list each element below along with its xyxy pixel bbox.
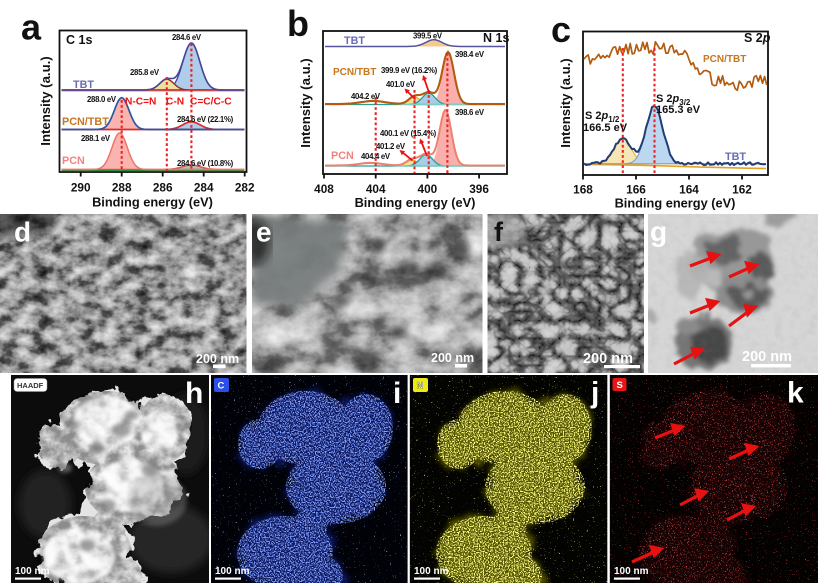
svg-text:Binding energy (eV): Binding energy (eV) (92, 195, 213, 210)
svg-text:j: j (590, 377, 599, 410)
svg-text:k: k (787, 377, 804, 410)
svg-text:404: 404 (366, 182, 386, 196)
svg-text:288.0 eV: 288.0 eV (87, 95, 117, 104)
svg-text:g: g (650, 216, 667, 247)
svg-text:398.4 eV: 398.4 eV (455, 50, 485, 59)
svg-text:200 nm: 200 nm (583, 351, 633, 367)
svg-text:399.5 eV: 399.5 eV (413, 32, 443, 41)
svg-text:165.3 eV: 165.3 eV (656, 104, 701, 116)
svg-text:401.2 eV: 401.2 eV (376, 142, 406, 151)
svg-text:f: f (494, 217, 504, 247)
svg-text:290: 290 (71, 181, 91, 195)
svg-text:HAADF: HAADF (17, 381, 44, 390)
svg-text:C: C (218, 381, 225, 392)
svg-text:PCN: PCN (62, 155, 85, 167)
svg-text:S 2p: S 2p (744, 31, 771, 45)
svg-text:404.4 eV: 404.4 eV (361, 152, 391, 161)
svg-text:b: b (287, 3, 309, 44)
svg-text:166: 166 (626, 183, 646, 197)
svg-text:200 nm: 200 nm (742, 349, 792, 365)
svg-text:100 nm: 100 nm (15, 566, 50, 577)
svg-text:400.1 eV (15.4%): 400.1 eV (15.4%) (380, 129, 437, 138)
svg-text:PCN/TBT: PCN/TBT (333, 67, 376, 78)
svg-text:408: 408 (314, 182, 334, 196)
svg-text:i: i (393, 377, 401, 410)
svg-text:TBT: TBT (344, 35, 365, 47)
svg-text:d: d (14, 217, 31, 248)
svg-text:285.8 eV: 285.8 eV (130, 68, 160, 77)
svg-text:100 nm: 100 nm (614, 566, 649, 577)
svg-text:164: 164 (679, 183, 699, 197)
svg-text:284.6 eV (22.1%): 284.6 eV (22.1%) (177, 115, 234, 124)
svg-text:PCN: PCN (331, 150, 354, 162)
svg-text:288.1 eV: 288.1 eV (81, 134, 111, 143)
svg-text:200 nm: 200 nm (431, 351, 474, 365)
svg-text:162: 162 (732, 183, 752, 197)
svg-text:Intensity (a.u.): Intensity (a.u.) (558, 58, 573, 147)
svg-text:398.6 eV: 398.6 eV (455, 108, 485, 117)
svg-text:100 nm: 100 nm (215, 566, 250, 577)
svg-text:284: 284 (194, 181, 214, 195)
svg-text:TBT: TBT (73, 79, 94, 91)
svg-text:C-N: C-N (166, 97, 184, 108)
svg-text:C 1s: C 1s (66, 33, 92, 47)
svg-text:400: 400 (418, 182, 438, 196)
svg-text:Intensity (a.u.): Intensity (a.u.) (298, 58, 313, 147)
svg-text:166.5 eV: 166.5 eV (583, 122, 628, 134)
svg-text:288: 288 (112, 181, 132, 195)
svg-text:286: 286 (153, 181, 173, 195)
svg-text:N: N (417, 381, 424, 392)
svg-text:S: S (617, 380, 623, 391)
svg-text:c: c (551, 9, 571, 50)
svg-text:401.0 eV: 401.0 eV (386, 80, 416, 89)
svg-text:284.6 eV (10.8%): 284.6 eV (10.8%) (177, 159, 234, 168)
svg-text:Binding energy (eV): Binding energy (eV) (615, 196, 736, 211)
svg-text:PCN/TBT: PCN/TBT (703, 54, 746, 65)
svg-text:168: 168 (573, 183, 593, 197)
svg-text:399.9 eV (16.2%): 399.9 eV (16.2%) (381, 66, 438, 75)
svg-text:Binding energy (eV): Binding energy (eV) (355, 195, 476, 210)
svg-text:200 nm: 200 nm (196, 352, 239, 366)
svg-text:Intensity (a.u.): Intensity (a.u.) (38, 56, 53, 145)
svg-text:h: h (185, 377, 203, 410)
svg-text:N-C=N: N-C=N (125, 97, 156, 108)
svg-text:TBT: TBT (725, 151, 746, 163)
svg-text:404.2 eV: 404.2 eV (351, 92, 381, 101)
svg-text:PCN/TBT: PCN/TBT (62, 116, 109, 128)
svg-text:e: e (256, 217, 272, 248)
svg-text:396: 396 (469, 182, 489, 196)
svg-text:C=C/C-C: C=C/C-C (190, 97, 232, 108)
svg-text:284.6 eV: 284.6 eV (172, 33, 202, 42)
svg-text:N 1s: N 1s (483, 31, 509, 45)
svg-text:a: a (21, 7, 42, 48)
svg-text:282: 282 (235, 181, 255, 195)
svg-text:100 nm: 100 nm (414, 566, 449, 577)
